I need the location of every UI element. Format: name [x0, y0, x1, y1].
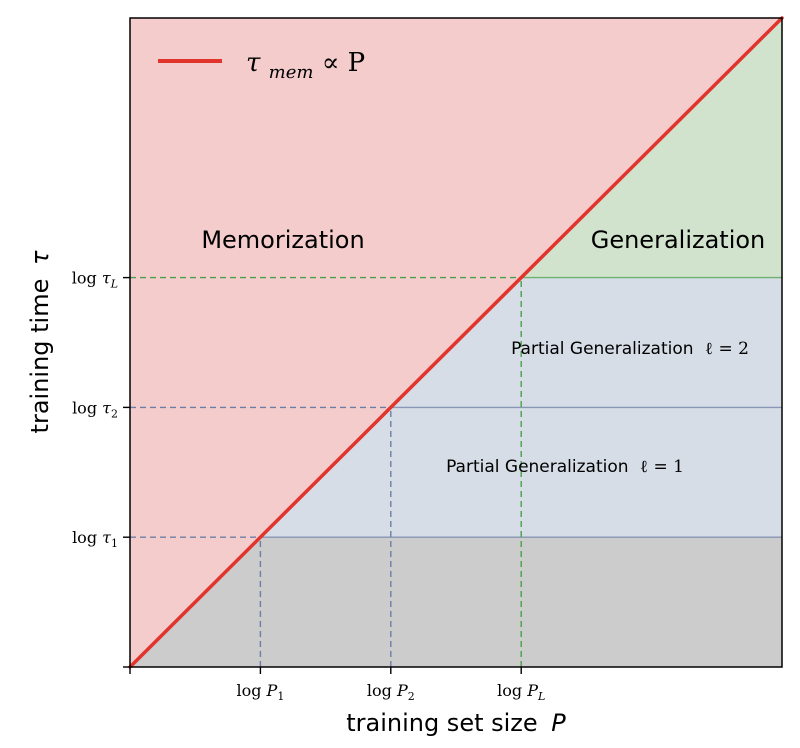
region-bottom	[130, 537, 782, 667]
legend-label: τ mem ∝ P	[246, 48, 365, 85]
x-tick-label-3: log PL	[497, 681, 545, 703]
y-tick-label-var: τ	[102, 269, 112, 288]
legend-tau: τ	[246, 48, 261, 78]
partial-generalization-l2-label: Partial Generalization ℓ = 2	[511, 339, 749, 359]
y-axis-title-text: training time	[26, 279, 54, 434]
y-tick-label-sub: 2	[111, 407, 118, 420]
y-tick-label-sub: 1	[111, 537, 118, 550]
y-axis-title: training time τ	[26, 250, 54, 433]
x-axis-title: training set size P	[346, 709, 566, 737]
y-tick-label-log: log	[72, 269, 102, 288]
series-line-tau-mem	[128, 16, 784, 669]
x-tick-label-var: P	[396, 681, 408, 700]
threshold-lines	[130, 276, 782, 667]
x-tick-label-var: P	[266, 681, 278, 700]
x-tick-label-sub: L	[537, 690, 545, 703]
axes	[129, 17, 783, 668]
legend-proportional: ∝ P	[322, 48, 365, 78]
x-axis-title-var: P	[551, 709, 566, 737]
x-tick-label-1: log P1	[236, 681, 284, 703]
x-tick-label-sub: 1	[277, 690, 284, 703]
y-tick-label-2: log τ2	[72, 398, 118, 420]
y-tick-label-log: log	[72, 398, 102, 417]
region-partial-generalization-l2	[390, 277, 782, 408]
y-tick-label-var: τ	[102, 528, 112, 547]
partial-l2-eq: ℓ = 2	[705, 339, 749, 359]
y-tick-label-log: log	[72, 528, 102, 547]
x-tick-label-sub: 2	[408, 690, 415, 703]
legend: τ mem ∝ P	[158, 48, 365, 85]
partial-l1-eq: ℓ = 1	[640, 457, 684, 477]
x-tick-label-var: P	[526, 681, 538, 700]
x-tick-label-2: log P2	[367, 681, 415, 703]
series	[128, 16, 784, 669]
x-tick-label-log: log	[497, 681, 527, 700]
plot-frame	[129, 17, 783, 668]
y-tick-label-3: log τL	[72, 269, 118, 291]
partial-l1-text: Partial Generalization	[446, 457, 628, 477]
y-tick-label-var: τ	[102, 398, 112, 417]
x-tick-label-log: log	[367, 681, 397, 700]
partial-generalization-l1-label: Partial Generalization ℓ = 1	[446, 457, 684, 477]
generalization-label: Generalization	[591, 226, 766, 254]
y-tick-label-sub: L	[110, 278, 118, 291]
legend-subscript: mem	[269, 62, 314, 83]
memorization-label: Memorization	[201, 226, 364, 254]
x-axis-title-text: training set size	[346, 709, 537, 737]
partial-l2-text: Partial Generalization	[511, 339, 693, 359]
y-tick-label-1: log τ1	[72, 528, 118, 550]
y-axis-title-var: τ	[26, 250, 54, 265]
x-tick-label-log: log	[236, 681, 266, 700]
